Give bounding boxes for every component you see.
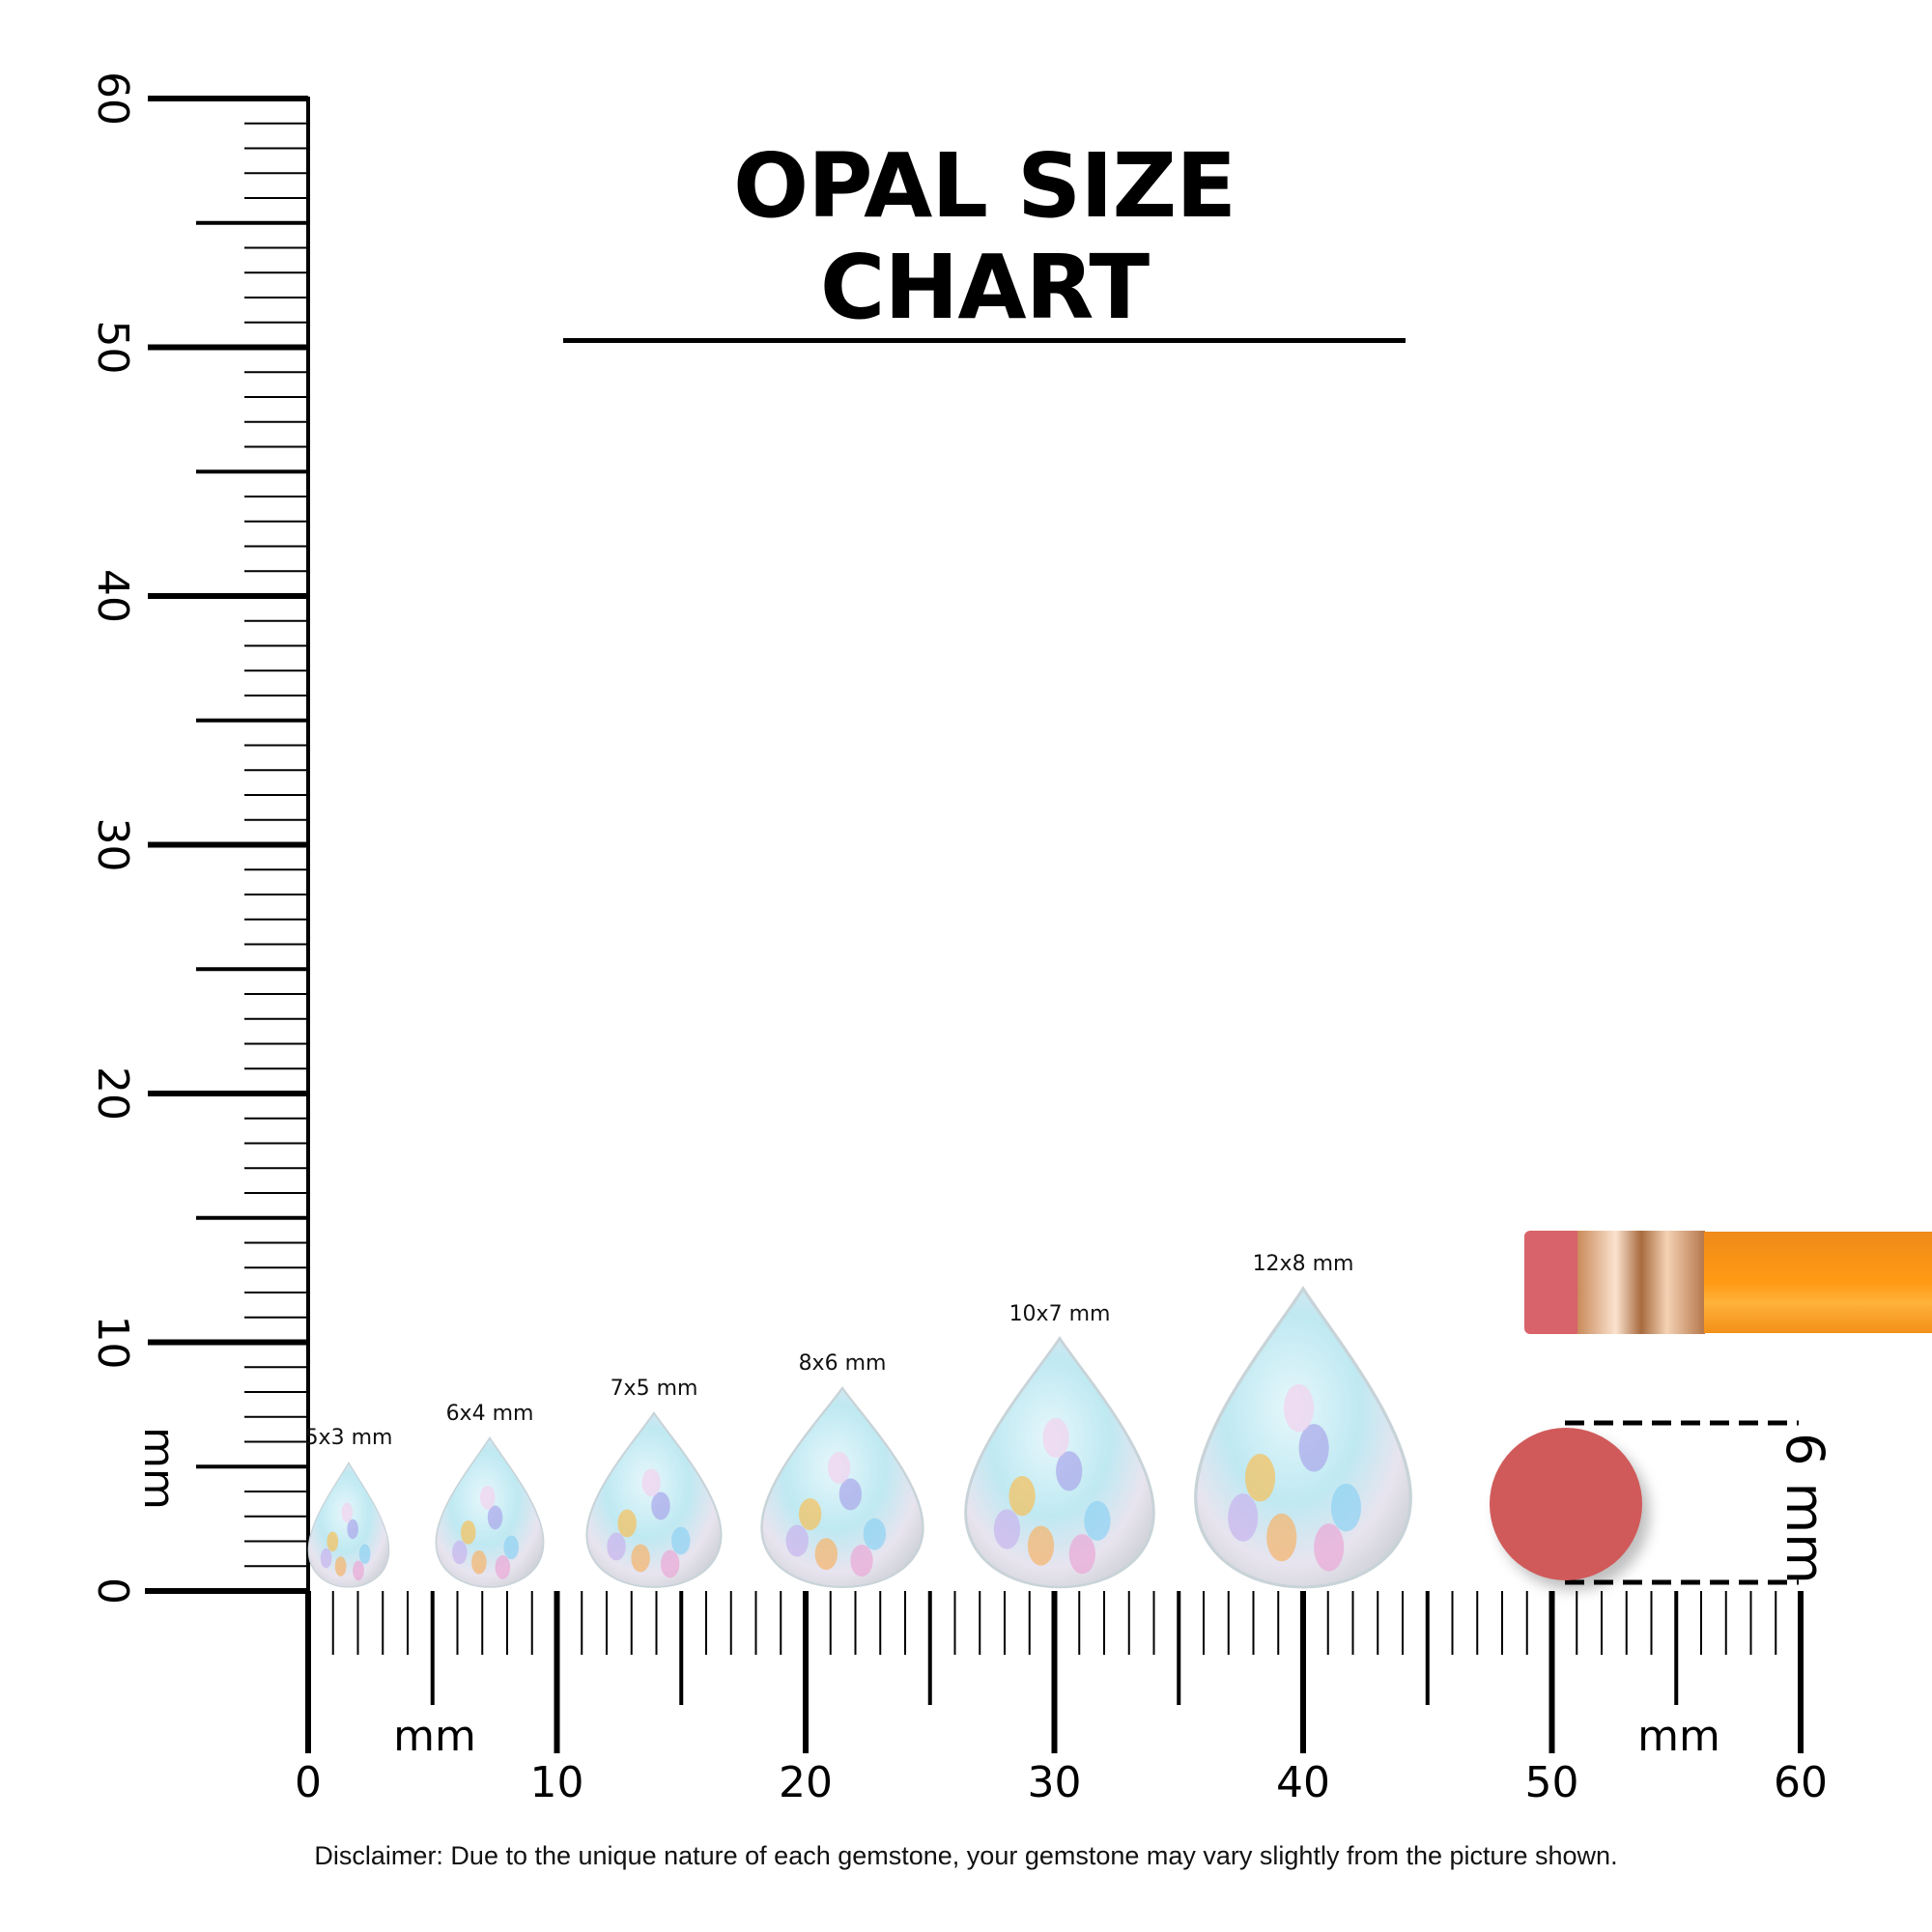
- six-mm-guides: [1565, 1420, 1799, 1585]
- vertical-tick-label: 50: [88, 321, 137, 375]
- opal-fire-patch: [327, 1531, 339, 1552]
- opal-fire-patch: [1244, 1453, 1276, 1502]
- opal-fire-patch: [471, 1549, 487, 1575]
- opal-fire-patch: [651, 1492, 670, 1520]
- opal-fire-patch: [617, 1509, 637, 1538]
- opal-fire-patch: [1084, 1500, 1111, 1541]
- gem-size-label: 8x6 mm: [798, 1351, 887, 1376]
- opal-gem: [585, 1410, 723, 1588]
- opal-fire-patch: [1298, 1424, 1329, 1472]
- opal-fire-patch: [1314, 1523, 1345, 1572]
- opal-fire-patch: [1228, 1493, 1259, 1542]
- gem-size-label: 6x4 mm: [445, 1401, 534, 1426]
- vertical-tick-label: 30: [88, 818, 137, 872]
- pencil: [1524, 1231, 1932, 1334]
- opal-fire-patch: [641, 1468, 661, 1497]
- opal-fire-patch: [320, 1548, 332, 1569]
- opal-fire-patch: [863, 1518, 887, 1550]
- opal-fire-patch: [798, 1497, 822, 1530]
- six-mm-label: 6 mm: [1774, 1433, 1835, 1584]
- opal-fire-patch: [1068, 1534, 1095, 1575]
- opal-fire-patch: [631, 1544, 650, 1573]
- vertical-tick-label: 10: [88, 1316, 137, 1370]
- horizontal-ruler: 0 10 20 30 40 50 60 mm mm: [145, 1588, 1828, 1807]
- unit-label-vertical: mm: [134, 1427, 184, 1510]
- horizontal-tick-label: 40: [1276, 1758, 1330, 1807]
- horizontal-tick-label: 20: [779, 1758, 833, 1807]
- opal-fire-patch: [495, 1555, 511, 1579]
- opal-fire-patch: [347, 1519, 359, 1540]
- opal-gem: [435, 1435, 545, 1588]
- opal-fire-patch: [503, 1535, 520, 1560]
- opal-fire-patch: [341, 1502, 354, 1523]
- opal-fire-patch: [1009, 1475, 1036, 1517]
- gem-size-label: 5x3 mm: [304, 1426, 393, 1451]
- opal-fire-patch: [1283, 1383, 1315, 1433]
- gem-size-label: 12x8 mm: [1252, 1252, 1354, 1276]
- gem-size-label: 10x7 mm: [1009, 1301, 1111, 1326]
- opal-fire-patch: [785, 1524, 809, 1557]
- unit-label: mm: [393, 1712, 476, 1761]
- gem-size-label: 7x5 mm: [610, 1376, 698, 1401]
- vertical-tick-label: 0: [88, 1577, 137, 1605]
- pencil-eraser: [1524, 1231, 1582, 1334]
- opal-fire-patch: [838, 1478, 863, 1511]
- opal-fire-patch: [1042, 1417, 1069, 1459]
- opal-gem: [760, 1385, 924, 1589]
- horizontal-tick-label: 50: [1525, 1758, 1579, 1807]
- opal-fire-patch: [1330, 1483, 1362, 1532]
- eraser-reference-circle: [1490, 1428, 1642, 1580]
- opal-fire-patch: [487, 1505, 503, 1530]
- opal-fire-patch: [671, 1526, 691, 1555]
- vertical-tick-label: 60: [88, 71, 137, 126]
- pencil-body: [1704, 1232, 1932, 1333]
- opal-gem: [1194, 1285, 1412, 1589]
- horizontal-tick-label: 10: [530, 1758, 584, 1807]
- opal-fire-patch: [814, 1538, 838, 1571]
- disclaimer: Disclaimer: Due to the unique nature of …: [314, 1841, 1618, 1870]
- opal-gem: [964, 1335, 1155, 1589]
- opal-fire-patch: [1266, 1513, 1297, 1562]
- opal-fire-patch: [993, 1509, 1021, 1549]
- opal-fire-patch: [1056, 1451, 1083, 1492]
- page-title: OPAL SIZE CHART: [563, 135, 1406, 343]
- opal-fire-patch: [353, 1560, 364, 1581]
- vertical-ruler: 0 10 20 30 40 50 60 mm: [88, 71, 310, 1605]
- gem-row: [307, 1285, 1412, 1589]
- vertical-tick-label: 20: [88, 1066, 137, 1121]
- horizontal-tick-label: 0: [295, 1758, 322, 1807]
- opal-fire-patch: [460, 1520, 476, 1545]
- opal-fire-patch: [479, 1485, 496, 1510]
- opal-fire-patch: [607, 1532, 626, 1561]
- opal-fire-patch: [452, 1540, 468, 1565]
- opal-fire-patch: [850, 1545, 873, 1577]
- pencil-ferrule: [1577, 1231, 1705, 1334]
- vertical-tick-label: 40: [88, 569, 137, 623]
- opal-fire-patch: [1027, 1525, 1055, 1566]
- horizontal-tick-label: 60: [1774, 1758, 1828, 1807]
- opal-fire-patch: [358, 1544, 371, 1564]
- horizontal-tick-label: 30: [1028, 1758, 1082, 1807]
- opal-fire-patch: [827, 1451, 851, 1484]
- opal-fire-patch: [660, 1549, 680, 1578]
- opal-gem: [307, 1461, 390, 1588]
- unit-label: mm: [1637, 1712, 1720, 1761]
- opal-fire-patch: [334, 1556, 347, 1577]
